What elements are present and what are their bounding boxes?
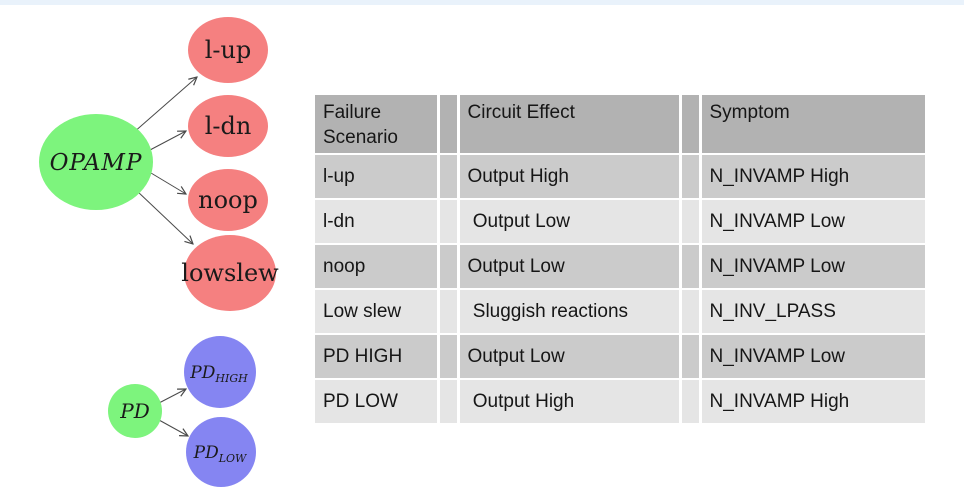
- header-circuit-effect: Circuit Effect: [458, 95, 682, 155]
- cell-gap: [438, 199, 460, 245]
- pd-high-circle: [184, 336, 256, 408]
- ldn-ellipse: [188, 95, 268, 157]
- cell-symptom: N_INVAMP High: [700, 154, 925, 200]
- cell-effect: Output Low: [458, 334, 682, 380]
- edge-opamp-lup: [132, 77, 197, 134]
- table-row: noop Output Low N_INVAMP Low: [315, 244, 925, 290]
- lowslew-ellipse: [184, 235, 276, 311]
- header-failure-scenario: Failure Scenario: [315, 95, 440, 155]
- header-gap-1: [438, 95, 460, 155]
- cell-effect: Output Low: [458, 244, 682, 290]
- node-ldn: l-dn: [188, 95, 268, 157]
- header-gap-2: [680, 95, 702, 155]
- opamp-edges: [132, 77, 197, 244]
- noop-label: noop: [198, 186, 258, 214]
- cell-gap: [680, 334, 702, 380]
- pd-low-base: PD: [193, 443, 219, 463]
- cell-gap: [680, 154, 702, 200]
- edge-opamp-lowslew: [136, 190, 193, 244]
- node-lup: l-up: [188, 17, 268, 83]
- node-pd: PD: [108, 384, 162, 438]
- cell-effect: Output High: [458, 154, 682, 200]
- cell-symptom: N_INVAMP Low: [700, 199, 925, 245]
- pd-high-base: PD: [189, 363, 215, 383]
- opamp-ellipse: [39, 114, 153, 210]
- cell-gap: [438, 334, 460, 380]
- pd-label: PD: [119, 399, 150, 423]
- edge-opamp-ldn: [149, 131, 186, 151]
- edge-opamp-noop: [150, 172, 186, 194]
- cell-symptom: N_INVAMP High: [700, 379, 925, 425]
- edge-pd-high: [158, 389, 186, 404]
- cell-scenario: PD HIGH: [315, 334, 440, 380]
- cell-symptom: N_INVAMP Low: [700, 244, 925, 290]
- node-pd-low: PDLOW: [186, 417, 256, 487]
- table-row: PD HIGH Output Low N_INVAMP Low: [315, 334, 925, 380]
- table-row: Low slew Sluggish reactions N_INV_LPASS: [315, 289, 925, 335]
- failure-symptom-table: Failure Scenario Circuit Effect Symptom …: [315, 95, 925, 425]
- cell-gap: [438, 289, 460, 335]
- lup-label: l-up: [205, 36, 252, 64]
- pd-circle: [108, 384, 162, 438]
- lowslew-label: lowslew: [181, 259, 279, 287]
- cell-gap: [438, 379, 460, 425]
- cell-scenario: PD LOW: [315, 379, 440, 425]
- pd-high-label: PDHIGH: [189, 363, 248, 385]
- cell-gap: [680, 244, 702, 290]
- node-opamp: OPAMP: [39, 114, 153, 210]
- cell-gap: [438, 244, 460, 290]
- cell-scenario: noop: [315, 244, 440, 290]
- lup-ellipse: [188, 17, 268, 83]
- cell-gap: [680, 199, 702, 245]
- table-header-row: Failure Scenario Circuit Effect Symptom: [315, 95, 925, 155]
- cell-scenario: Low slew: [315, 289, 440, 335]
- table-row: PD LOW Output High N_INVAMP High: [315, 379, 925, 425]
- table-row: l-up Output High N_INVAMP High: [315, 154, 925, 200]
- edge-pd-low: [158, 419, 188, 436]
- window-top-edge: [0, 0, 964, 5]
- fault-tree-diagram: OPAMP l-up l-dn noop lowslew PD PDHIGH: [39, 17, 279, 487]
- cell-gap: [438, 154, 460, 200]
- cell-symptom: N_INVAMP Low: [700, 334, 925, 380]
- cell-effect: Output High: [458, 379, 682, 425]
- cell-effect: Output Low: [458, 199, 682, 245]
- node-noop: noop: [188, 169, 268, 231]
- pd-low-sub: LOW: [218, 452, 248, 465]
- opamp-label: OPAMP: [50, 150, 143, 176]
- node-pd-high: PDHIGH: [184, 336, 256, 408]
- node-lowslew: lowslew: [181, 235, 279, 311]
- cell-symptom: N_INV_LPASS: [700, 289, 925, 335]
- cell-scenario: l-up: [315, 154, 440, 200]
- pd-edges: [158, 389, 188, 436]
- cell-gap: [680, 289, 702, 335]
- cell-gap: [680, 379, 702, 425]
- noop-ellipse: [188, 169, 268, 231]
- pd-low-circle: [186, 417, 256, 487]
- pd-high-sub: HIGH: [214, 372, 248, 385]
- table-row: l-dn Output Low N_INVAMP Low: [315, 199, 925, 245]
- cell-scenario: l-dn: [315, 199, 440, 245]
- cell-effect: Sluggish reactions: [458, 289, 682, 335]
- ldn-label: l-dn: [205, 112, 252, 140]
- header-symptom: Symptom: [700, 95, 925, 155]
- pd-low-label: PDLOW: [193, 443, 248, 465]
